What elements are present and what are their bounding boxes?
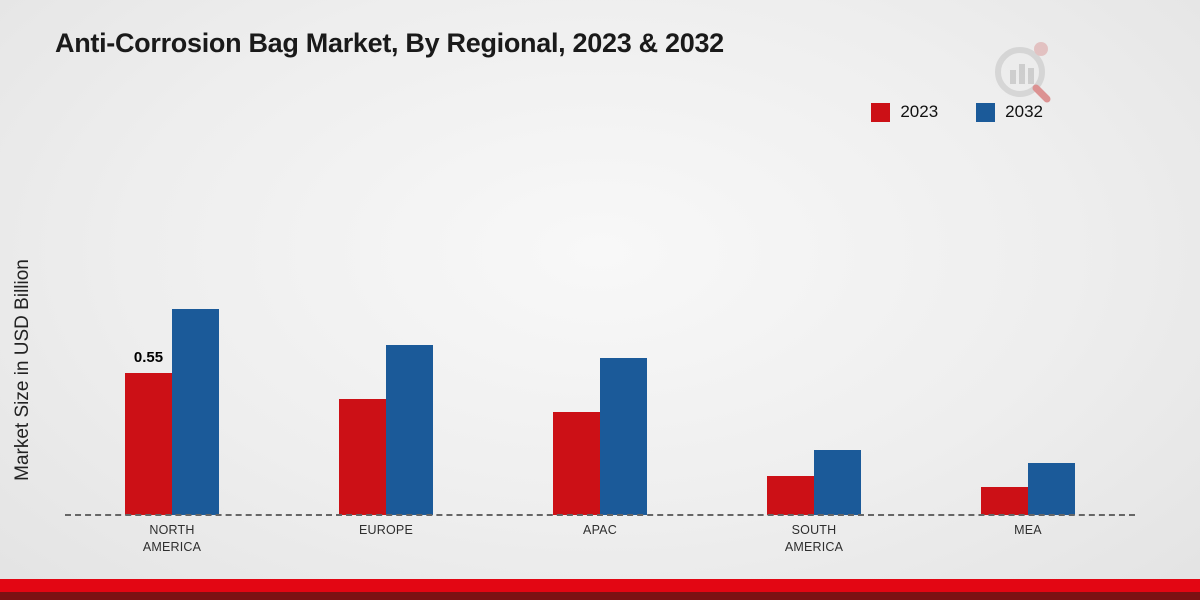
legend-label-2032: 2032 (1005, 102, 1043, 121)
y-axis-label: Market Size in USD Billion (12, 259, 33, 481)
bar-2032-europe (386, 345, 433, 515)
legend-item-2023: 2023 (871, 102, 938, 122)
bar-group-north-america: 0.55 (65, 0, 279, 515)
footer-dark-bar (0, 592, 1200, 600)
plot-area: 0.55 (65, 0, 1135, 515)
category-axis: NORTH AMERICA EUROPE APAC SOUTH AMERICA MEA (65, 522, 1135, 556)
bar-2023-europe (339, 399, 386, 515)
bar-2023-north-america: 0.55 (125, 349, 172, 515)
bar-2023-mea (981, 487, 1028, 515)
bar-2032-apac (600, 358, 647, 515)
bar-group-europe (279, 0, 493, 515)
legend: 2023 2032 (871, 102, 1043, 122)
x-axis-baseline (65, 514, 1135, 516)
legend-swatch-2023 (871, 102, 891, 122)
bar-2023-south-america (767, 476, 814, 515)
chart-title: Anti-Corrosion Bag Market, By Regional, … (55, 28, 724, 58)
category-label-south-america: SOUTH AMERICA (784, 523, 844, 554)
category-label-apac: APAC (583, 523, 617, 537)
logo-icon (990, 36, 1060, 111)
bar-2023-apac (553, 412, 600, 515)
legend-label-2023: 2023 (900, 102, 939, 121)
bar-group-mea (921, 0, 1135, 515)
legend-swatch-2032 (976, 102, 996, 122)
category-label-europe: EUROPE (359, 523, 413, 537)
bar-2032-south-america (814, 450, 861, 515)
category-label-mea: MEA (1014, 523, 1042, 537)
legend-item-2032: 2032 (976, 102, 1043, 122)
category-label-north-america: NORTH AMERICA (142, 523, 202, 554)
bar-2032-mea (1028, 463, 1075, 515)
bar-2032-north-america (172, 309, 219, 515)
bar-group-south-america (707, 0, 921, 515)
bar-value-label-north-america: 0.55 (133, 349, 164, 366)
bar-group-apac (493, 0, 707, 515)
footer-accent-bar (0, 579, 1200, 592)
